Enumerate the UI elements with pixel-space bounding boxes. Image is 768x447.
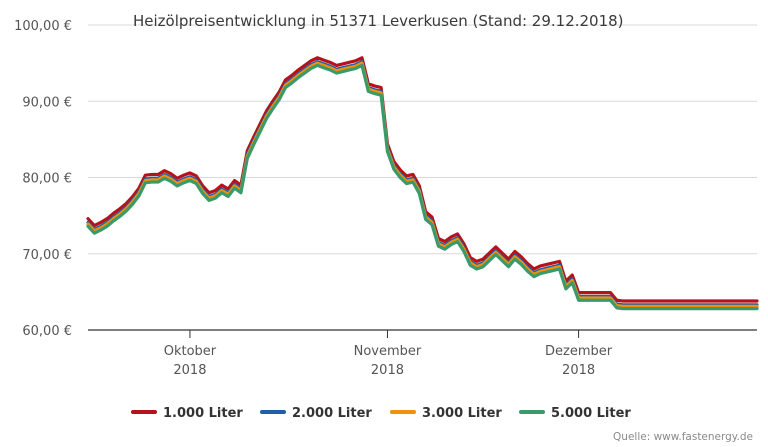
series-line-2: [86, 59, 759, 307]
legend-label-2: 2.000 Liter: [292, 406, 372, 421]
y-tick-labels: 60,00 € 70,00 € 80,00 € 90,00 € 100,00 €: [14, 19, 72, 339]
axis-layer: [189, 330, 580, 338]
series-layer: [86, 56, 759, 311]
x-tick-year-2: 2018: [562, 363, 595, 378]
legend-label-3: 3.000 Liter: [422, 406, 502, 421]
y-tick-label-60: 60,00 €: [22, 324, 72, 339]
y-tick-label-70: 70,00 €: [22, 248, 72, 263]
x-tick-month-1: November: [354, 344, 422, 359]
x-tick-month-0: Oktober: [164, 344, 217, 359]
x-tick-year-1: 2018: [371, 363, 404, 378]
source-label: Quelle: www.fastenergy.de: [613, 431, 753, 443]
x-tick-month-2: Dezember: [545, 344, 613, 359]
legend: 1.000 Liter 2.000 Liter 3.000 Liter 5.000 L…: [131, 406, 631, 421]
grid-layer: [88, 24, 757, 331]
legend-label-1: 1.000 Liter: [163, 406, 243, 421]
x-tick-labels: Oktober 2018 November 2018 Dezember 2018: [164, 344, 613, 378]
series-line-3: [86, 61, 759, 308]
series-line-4: [86, 63, 759, 311]
y-tick-label-90: 90,00 €: [22, 95, 72, 110]
y-tick-label-100: 100,00 €: [14, 19, 72, 34]
chart-title: Heizölpreisentwicklung in 51371 Leverkus…: [133, 12, 624, 30]
legend-label-4: 5.000 Liter: [551, 406, 631, 421]
y-tick-label-80: 80,00 €: [22, 172, 72, 187]
x-tick-year-0: 2018: [173, 363, 206, 378]
